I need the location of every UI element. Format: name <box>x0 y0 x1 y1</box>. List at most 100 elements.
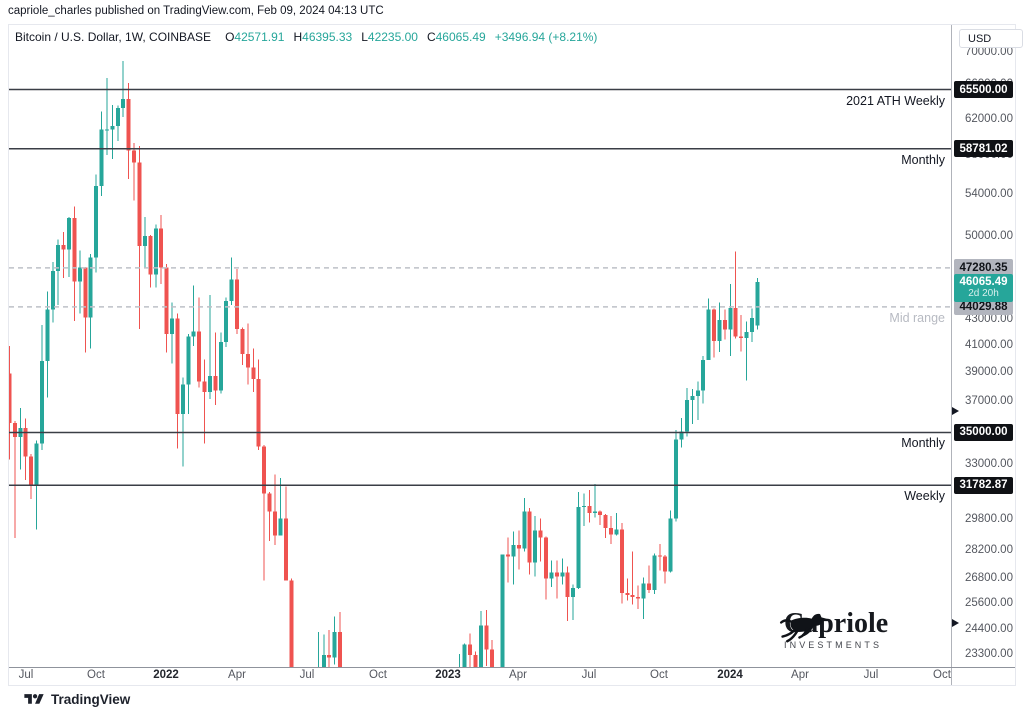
candle <box>175 313 180 449</box>
candle <box>332 616 337 665</box>
candle <box>12 420 17 539</box>
candle <box>484 610 489 666</box>
time-label-month: Apr <box>791 669 809 681</box>
price-badge: 47280.35 <box>954 259 1013 277</box>
chart-legend: Bitcoin / U.S. Dollar, 1W, COINBASE O425… <box>15 29 597 45</box>
time-label-year: 2022 <box>153 669 179 681</box>
time-label-year: 2023 <box>435 669 461 681</box>
candle <box>94 174 99 273</box>
candle <box>186 334 191 415</box>
candle <box>180 377 185 467</box>
candle <box>641 577 646 619</box>
price-tick: 37000.00 <box>965 395 1013 408</box>
time-label-month: Jul <box>18 669 34 681</box>
horse-logo-icon <box>779 613 829 643</box>
candle <box>468 633 473 667</box>
candle <box>690 388 695 424</box>
candle <box>473 651 478 667</box>
candle <box>50 261 55 323</box>
candle <box>278 478 283 536</box>
price-tick: 26800.00 <box>965 571 1013 584</box>
price-tick: 50000.00 <box>965 230 1013 243</box>
price-badge: 44029.88 <box>954 298 1013 316</box>
candle <box>289 578 294 667</box>
candle <box>327 629 332 667</box>
candle <box>283 486 288 581</box>
price-tick: 33000.00 <box>965 457 1013 470</box>
price-tick: 62000.00 <box>965 112 1013 125</box>
time-label-month: Oct <box>369 669 387 681</box>
candle <box>733 251 738 339</box>
price-marker-arrow-icon <box>952 406 959 415</box>
price-tick: 29800.00 <box>965 513 1013 526</box>
candle <box>706 298 711 361</box>
candle <box>229 257 234 305</box>
price-marker-arrow-icon <box>952 618 959 627</box>
candle <box>170 302 175 364</box>
price-tick: 41000.00 <box>965 338 1013 351</box>
chart-pane[interactable]: Capriole INVESTMENTS 2021 ATH Weekly Mont… <box>9 25 951 667</box>
candle <box>115 105 120 142</box>
candle <box>511 531 516 585</box>
candlestick-chart[interactable] <box>9 25 951 667</box>
candle <box>56 239 61 305</box>
candle <box>587 490 592 523</box>
tradingview-footer[interactable]: TradingView <box>24 692 130 707</box>
candle <box>45 291 50 398</box>
candle <box>321 634 326 667</box>
candle <box>663 554 668 584</box>
symbol-title[interactable]: Bitcoin / U.S. Dollar, 1W, COINBASE <box>15 30 212 44</box>
candle <box>674 430 679 522</box>
price-axis-separator <box>951 25 952 685</box>
candle <box>39 324 44 450</box>
candle <box>506 537 511 583</box>
currency-toggle-button[interactable]: USD <box>959 29 1023 48</box>
time-axis[interactable]: Jul Oct 2022 Apr Jul Oct 2023 Apr Jul Oct 2024 Apr J… <box>9 669 951 685</box>
ohlc-close: C46065.49 <box>426 30 486 44</box>
ohlc-open: O42571.91 <box>225 30 285 44</box>
candle <box>516 530 521 570</box>
time-label-year: 2024 <box>717 669 743 681</box>
level-label: Mid range <box>889 310 945 325</box>
candle <box>137 145 142 329</box>
candle <box>18 408 23 470</box>
candle <box>267 491 272 542</box>
candle <box>576 491 581 589</box>
candle <box>565 566 570 621</box>
candle <box>99 111 104 197</box>
tradingview-logo-icon <box>24 694 44 704</box>
time-label-month: Jul <box>581 669 597 681</box>
candle <box>23 418 28 480</box>
candle <box>749 308 754 342</box>
candle <box>9 345 12 460</box>
price-badge: 65500.00 <box>954 81 1013 99</box>
candle <box>256 359 261 450</box>
candle <box>717 302 722 352</box>
candle <box>142 216 147 268</box>
candle <box>668 510 673 573</box>
level-label: 2021 ATH Weekly <box>846 93 945 108</box>
candle <box>728 284 733 356</box>
time-label-month: Apr <box>509 669 527 681</box>
candle <box>489 640 494 667</box>
candle <box>213 332 218 406</box>
price-tick: 28200.00 <box>965 543 1013 556</box>
price-tick: 54000.00 <box>965 188 1013 201</box>
candle <box>619 523 624 604</box>
attribution-text: capriole_charles published on TradingVie… <box>8 5 384 17</box>
candle <box>159 214 164 285</box>
price-tick: 70000.00 <box>965 46 1013 59</box>
price-tick: 24400.00 <box>965 622 1013 635</box>
candle <box>235 268 240 335</box>
candle <box>712 308 717 358</box>
time-axis-separator <box>9 667 1015 668</box>
candle <box>126 82 131 180</box>
candle <box>560 558 565 585</box>
price-axis[interactable]: USD 70000.0066000.0062000.0058000.005400… <box>952 25 1023 667</box>
candle <box>273 474 277 545</box>
candle <box>77 250 82 314</box>
candle <box>701 355 706 404</box>
candle <box>592 484 597 518</box>
candle <box>67 216 72 278</box>
candle <box>695 381 700 421</box>
